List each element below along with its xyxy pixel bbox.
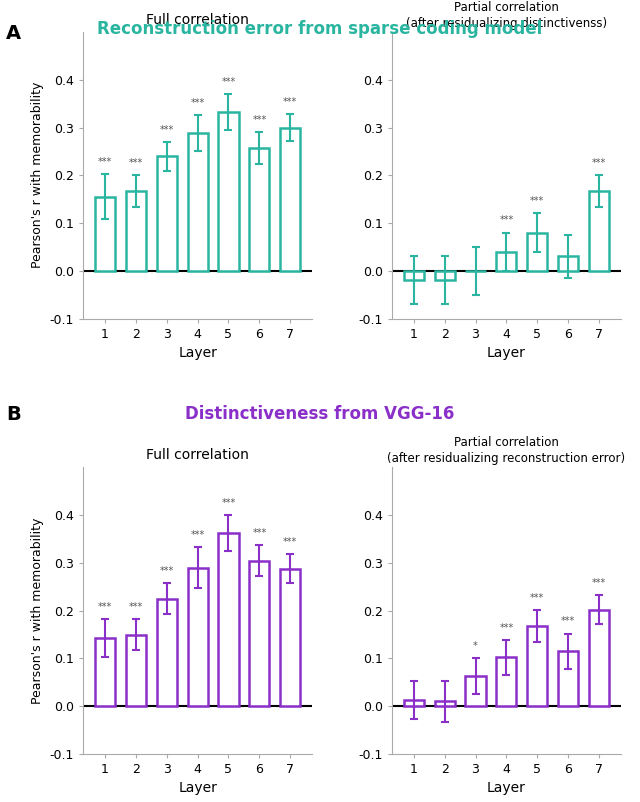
Bar	[404, 700, 424, 706]
Text: ***: ***	[129, 602, 143, 612]
X-axis label: Layer: Layer	[178, 781, 217, 796]
Text: ***: ***	[159, 566, 174, 576]
Bar	[589, 610, 609, 706]
Text: ***: ***	[499, 216, 513, 225]
Bar	[558, 651, 579, 706]
X-axis label: Layer: Layer	[487, 781, 526, 796]
Bar	[558, 257, 579, 271]
Bar	[465, 676, 486, 706]
Text: A: A	[6, 24, 22, 43]
Text: ***: ***	[129, 158, 143, 168]
Text: ***: ***	[252, 115, 266, 125]
Text: ***: ***	[98, 602, 112, 612]
Bar	[95, 196, 115, 271]
Bar	[435, 702, 454, 706]
Text: Distinctiveness from VGG-16: Distinctiveness from VGG-16	[186, 405, 454, 423]
Bar	[250, 561, 269, 706]
X-axis label: Layer: Layer	[487, 346, 526, 360]
Bar	[157, 156, 177, 271]
Text: ***: ***	[561, 617, 575, 626]
Bar	[435, 271, 454, 281]
Title: Partial correlation
(after residualizing distinctivenss): Partial correlation (after residualizing…	[406, 1, 607, 30]
Y-axis label: Pearson's r with memorability: Pearson's r with memorability	[31, 82, 44, 269]
Text: ***: ***	[159, 125, 174, 135]
Bar	[188, 133, 207, 271]
Text: ***: ***	[191, 530, 205, 540]
Text: ***: ***	[530, 593, 545, 603]
Text: ***: ***	[499, 622, 513, 633]
Text: Reconstruction error from sparse coding model: Reconstruction error from sparse coding …	[97, 20, 543, 38]
Bar	[125, 634, 146, 706]
Text: ***: ***	[592, 158, 606, 168]
Bar	[125, 191, 146, 271]
X-axis label: Layer: Layer	[178, 346, 217, 360]
Text: ***: ***	[221, 76, 236, 87]
Bar	[95, 638, 115, 706]
Bar	[404, 271, 424, 281]
Bar	[589, 191, 609, 271]
Bar	[527, 233, 547, 271]
Text: ***: ***	[530, 196, 545, 206]
Text: ***: ***	[592, 578, 606, 588]
Text: B: B	[6, 405, 21, 424]
Bar	[250, 148, 269, 271]
Bar	[497, 658, 516, 706]
Text: ***: ***	[284, 97, 298, 107]
Bar	[218, 533, 239, 706]
Bar	[527, 626, 547, 706]
Text: ***: ***	[191, 98, 205, 107]
Bar	[497, 252, 516, 271]
Bar	[280, 128, 300, 271]
Title: Partial correlation
(after residualizing reconstruction error): Partial correlation (after residualizing…	[387, 436, 625, 465]
Title: Full correlation: Full correlation	[146, 448, 249, 462]
Title: Full correlation: Full correlation	[146, 13, 249, 26]
Bar	[188, 568, 207, 706]
Text: ***: ***	[98, 157, 112, 167]
Bar	[218, 111, 239, 271]
Bar	[157, 599, 177, 706]
Text: *: *	[473, 642, 478, 651]
Bar	[280, 569, 300, 706]
Y-axis label: Pearson's r with memorability: Pearson's r with memorability	[31, 517, 44, 704]
Text: ***: ***	[252, 528, 266, 537]
Text: ***: ***	[221, 497, 236, 508]
Text: ***: ***	[284, 537, 298, 547]
